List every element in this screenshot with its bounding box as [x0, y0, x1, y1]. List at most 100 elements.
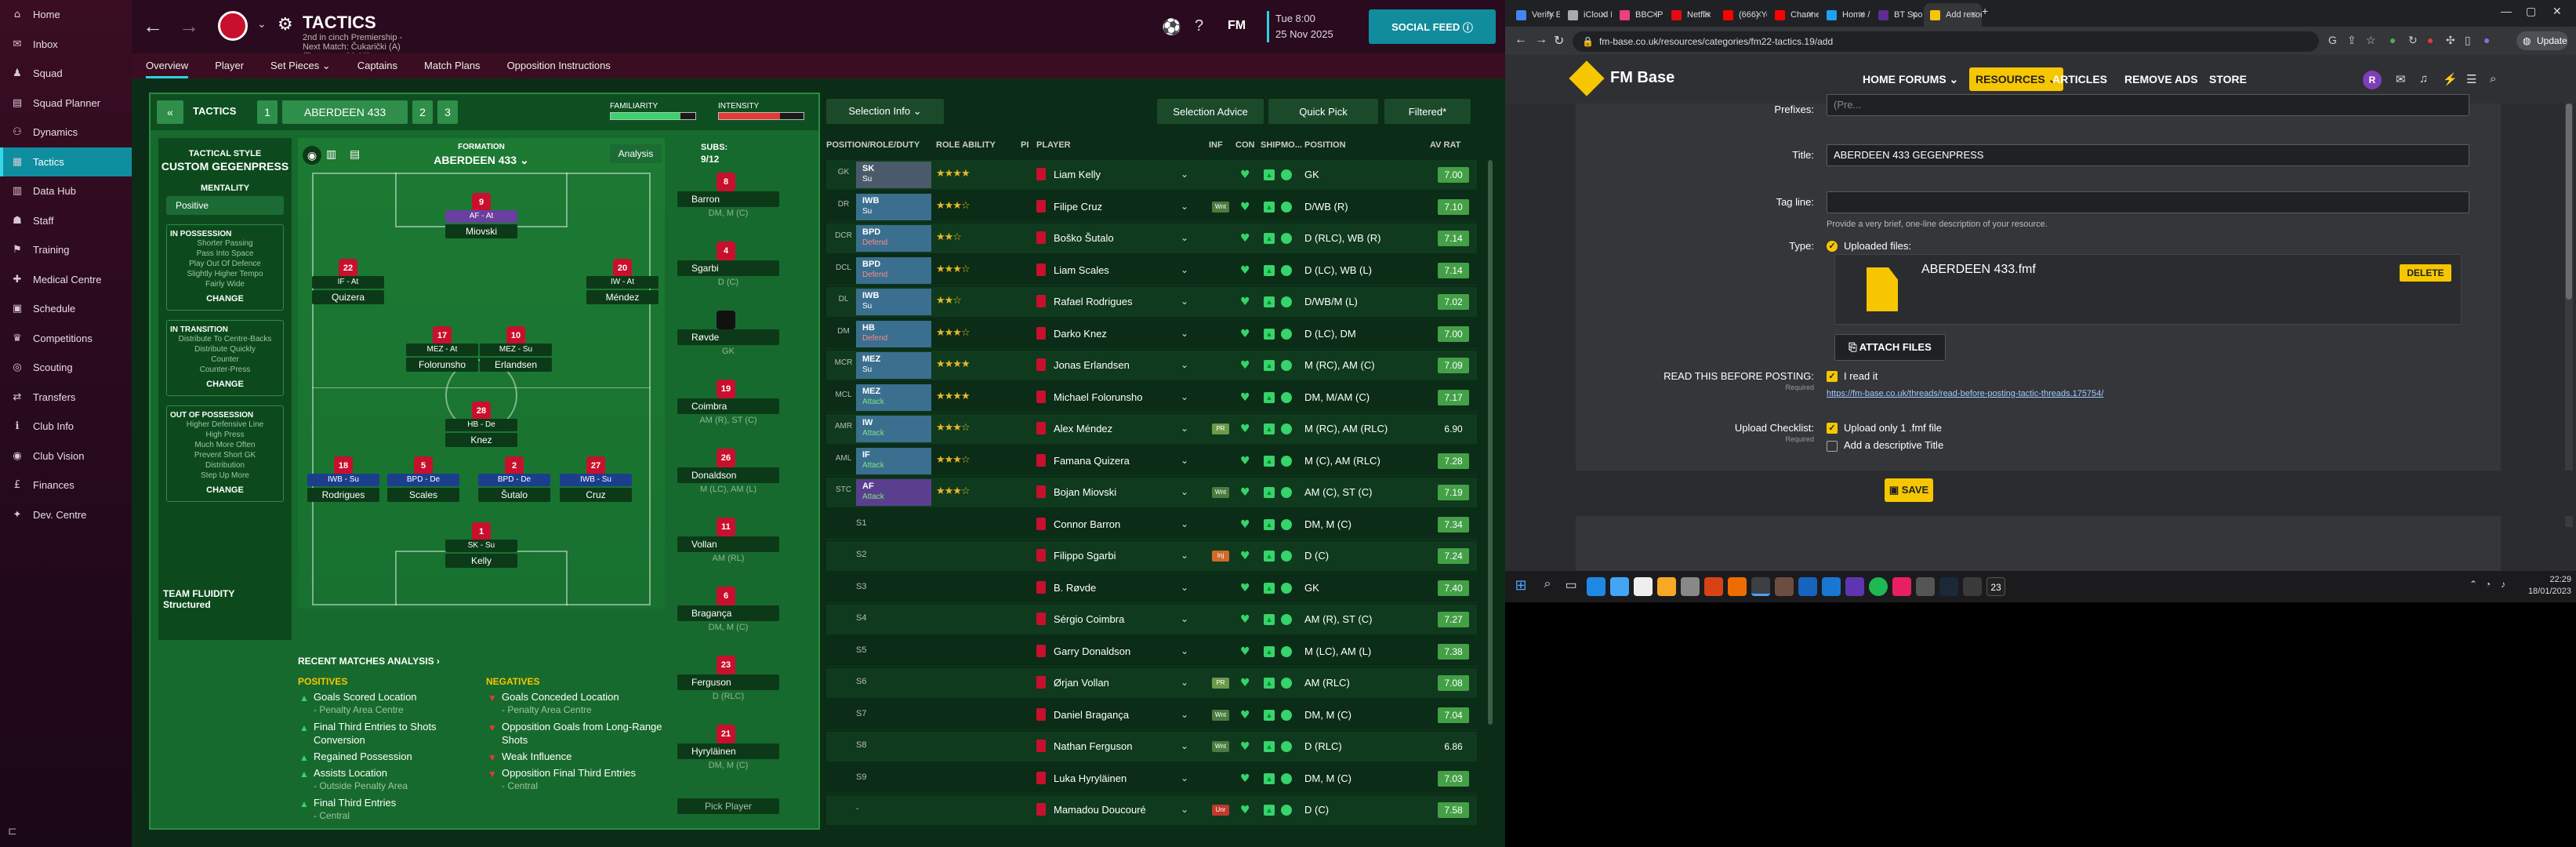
share-icon[interactable]: ⇪: [2347, 34, 2356, 46]
checklist-checkbox-2[interactable]: [1827, 441, 1838, 452]
player-name[interactable]: Liam Scales: [1054, 264, 1109, 276]
sub-player[interactable]: 21 Hyryläinen DM, M (C): [677, 725, 795, 776]
sub-player[interactable]: 19 Coimbra AM (R), ST (C): [677, 380, 795, 431]
sidebar-item-data-hub[interactable]: ▥ Data Hub: [0, 176, 132, 206]
pitch-player[interactable]: 5 BPD - De Scales: [384, 456, 463, 505]
player-name[interactable]: Alex Méndez: [1054, 423, 1113, 434]
sub-player[interactable]: Røvde GK: [677, 311, 795, 362]
sub-name[interactable]: Bragança: [677, 605, 779, 621]
table-row[interactable]: S1 Connor Barron ⌄ ♥ ▲ DM, M (C) 7.34: [826, 509, 1477, 540]
browser-tab[interactable]: Home / Tw✕: [1820, 3, 1870, 27]
role-duty-select[interactable]: BPD Defend: [856, 256, 931, 284]
analysis-button[interactable]: Analysis: [610, 144, 662, 163]
table-row[interactable]: AMR IW Attack ★★★☆ Alex Méndez ⌄ PR ♥ ▲ M (RC), A…: [826, 414, 1477, 444]
tactic-slot-1[interactable]: 1: [257, 100, 278, 124]
table-row[interactable]: S3 B. Røvde ⌄ ♥ ▲ GK 7.40: [826, 573, 1477, 603]
chevron-down-icon[interactable]: ⌄: [1181, 454, 1189, 466]
title-input[interactable]: ABERDEEN 433 GEGENPRESS: [1827, 144, 2469, 166]
close-icon[interactable]: ✕: [1754, 10, 1762, 20]
chevron-down-icon[interactable]: ⌄: [1181, 645, 1189, 656]
collapse-sidebar-icon[interactable]: ⊏: [8, 824, 17, 837]
read-checkbox[interactable]: ✓: [1827, 371, 1838, 382]
phase-change-button[interactable]: CHANGE: [206, 294, 244, 304]
steam-icon[interactable]: [1939, 577, 1958, 596]
info-badge[interactable]: Wnt: [1212, 741, 1229, 752]
player-name[interactable]: Luka Hyryläinen: [1054, 772, 1127, 784]
forward-icon[interactable]: →: [1535, 33, 1547, 46]
sidebar-item-medical-centre[interactable]: ✚ Medical Centre: [0, 265, 132, 295]
chevron-down-icon[interactable]: ⌄: [1181, 200, 1189, 212]
windows-start-icon[interactable]: ⊞: [1515, 577, 1527, 593]
attach-files-button[interactable]: ⎘ ATTACH FILES: [1834, 334, 1946, 361]
table-row[interactable]: DCL BPD Defend ★★★☆ Liam Scales ⌄ ♥ ▲ D (LC), WB…: [826, 255, 1477, 285]
player-name[interactable]: Filippo Sgarbi: [1054, 550, 1116, 562]
tab-2[interactable]: Set Pieces ⌄: [270, 60, 331, 71]
fm-logo[interactable]: FM: [1228, 19, 1246, 32]
player-name[interactable]: Jonas Erlandsen: [1054, 359, 1130, 371]
pitch-player[interactable]: 28 HB - De Knez: [442, 402, 521, 450]
info-badge[interactable]: Unr: [1212, 805, 1229, 816]
pitch-player[interactable]: 1 SK - Su Kelly: [442, 522, 521, 571]
bolt-icon[interactable]: ⚡: [2443, 73, 2458, 86]
player-name[interactable]: Knez: [445, 433, 517, 447]
word-icon[interactable]: [1822, 577, 1841, 596]
tagline-input[interactable]: [1827, 191, 2469, 213]
browser-tab[interactable]: Netflix ✕: [1665, 3, 1715, 27]
player-name[interactable]: Boško Šutalo: [1054, 232, 1114, 244]
role-duty-select[interactable]: IWB Su: [856, 289, 931, 315]
bar-chart-icon[interactable]: ▥: [326, 147, 337, 160]
collapse-button[interactable]: «: [157, 100, 183, 124]
player-name[interactable]: Erlandsen: [480, 358, 552, 372]
pitch-player[interactable]: 9 AF - At Miovski: [442, 193, 521, 242]
player-name[interactable]: Cruz: [560, 488, 632, 503]
player-name[interactable]: Scales: [387, 488, 459, 503]
app-icon[interactable]: [1728, 577, 1747, 596]
player-role[interactable]: MEZ - At: [406, 344, 478, 356]
extension-icon[interactable]: ●: [2389, 34, 2396, 46]
table-row[interactable]: S5 Garry Donaldson ⌄ ♥ ▲ M (LC), AM (L) 7.38: [826, 636, 1477, 667]
sub-name[interactable]: Barron: [677, 191, 779, 207]
player-name[interactable]: Šutalo: [478, 488, 550, 503]
chevron-down-icon[interactable]: ⌄: [1181, 423, 1189, 434]
checklist-checkbox-1[interactable]: ✓: [1827, 423, 1838, 434]
refresh-extension-icon[interactable]: ↻: [2408, 34, 2418, 46]
teams-icon[interactable]: [1845, 577, 1864, 596]
column-header[interactable]: PI: [1021, 140, 1029, 150]
mail-icon[interactable]: [1610, 577, 1629, 596]
forward-arrow-icon[interactable]: →: [179, 14, 199, 38]
pitch-player[interactable]: 18 IWB - Su Rodrigues: [304, 456, 383, 505]
tab-4[interactable]: Match Plans: [424, 60, 481, 71]
pick-player-button[interactable]: Pick Player: [677, 798, 779, 814]
column-header[interactable]: MO...: [1281, 140, 1302, 150]
chevron-up-icon[interactable]: ⌃: [2469, 579, 2478, 590]
chevron-down-icon[interactable]: ⌄: [1181, 296, 1189, 307]
list-icon[interactable]: ▤: [350, 147, 361, 160]
player-name[interactable]: Folorunsho: [406, 358, 478, 372]
browser-tab[interactable]: Verify Emai✕: [1510, 3, 1560, 27]
browser-tab[interactable]: BT Sport✕: [1872, 3, 1922, 27]
sidebar-item-finances[interactable]: £ Finances: [0, 471, 132, 500]
pitch-player[interactable]: 22 IF - At Quizera: [309, 258, 387, 307]
chevron-down-icon[interactable]: ⌄: [1181, 804, 1189, 815]
sidebar-item-squad-planner[interactable]: ▤ Squad Planner: [0, 89, 132, 118]
sub-name[interactable]: Vollan: [677, 536, 779, 552]
sidebar-item-transfers[interactable]: ⇄ Transfers: [0, 383, 132, 413]
role-duty-select[interactable]: IWB Su: [856, 193, 931, 220]
social-feed-button[interactable]: SOCIAL FEED ⓘ: [1369, 9, 1496, 44]
table-row[interactable]: DR IWB Su ★★★☆ Filipe Cruz ⌄ Wnt ♥ ▲ D/WB (R) 7.10: [826, 191, 1477, 222]
pitch-player[interactable]: 17 MEZ - At Folorunsho: [403, 326, 481, 375]
role-duty-select[interactable]: IF Attack: [856, 447, 931, 474]
sub-name[interactable]: Ferguson: [677, 674, 779, 690]
bookmark-star-icon[interactable]: ☆: [2366, 34, 2376, 46]
table-row[interactable]: GK SK Su ★★★★ Liam Kelly ⌄ ♥ ▲ GK 7.00: [826, 160, 1477, 190]
player-name[interactable]: Daniel Bragança: [1054, 708, 1130, 721]
browser-tab[interactable]: (666) YouT✕: [1717, 3, 1767, 27]
pitch-player[interactable]: 20 IW - At Méndez: [583, 258, 662, 307]
puzzle-icon[interactable]: ✣: [2446, 34, 2455, 46]
player-name[interactable]: Rafael Rodrigues: [1054, 296, 1133, 307]
search-icon[interactable]: ⌕: [2490, 72, 2497, 85]
player-name[interactable]: Famana Quizera: [1054, 454, 1130, 467]
site-brand[interactable]: FM Base: [1610, 69, 1675, 86]
sidebar-item-dynamics[interactable]: ⚇ Dynamics: [0, 118, 132, 147]
table-row[interactable]: S9 Luka Hyryläinen ⌄ ♥ ▲ DM, M (C) 7.03: [826, 763, 1477, 794]
